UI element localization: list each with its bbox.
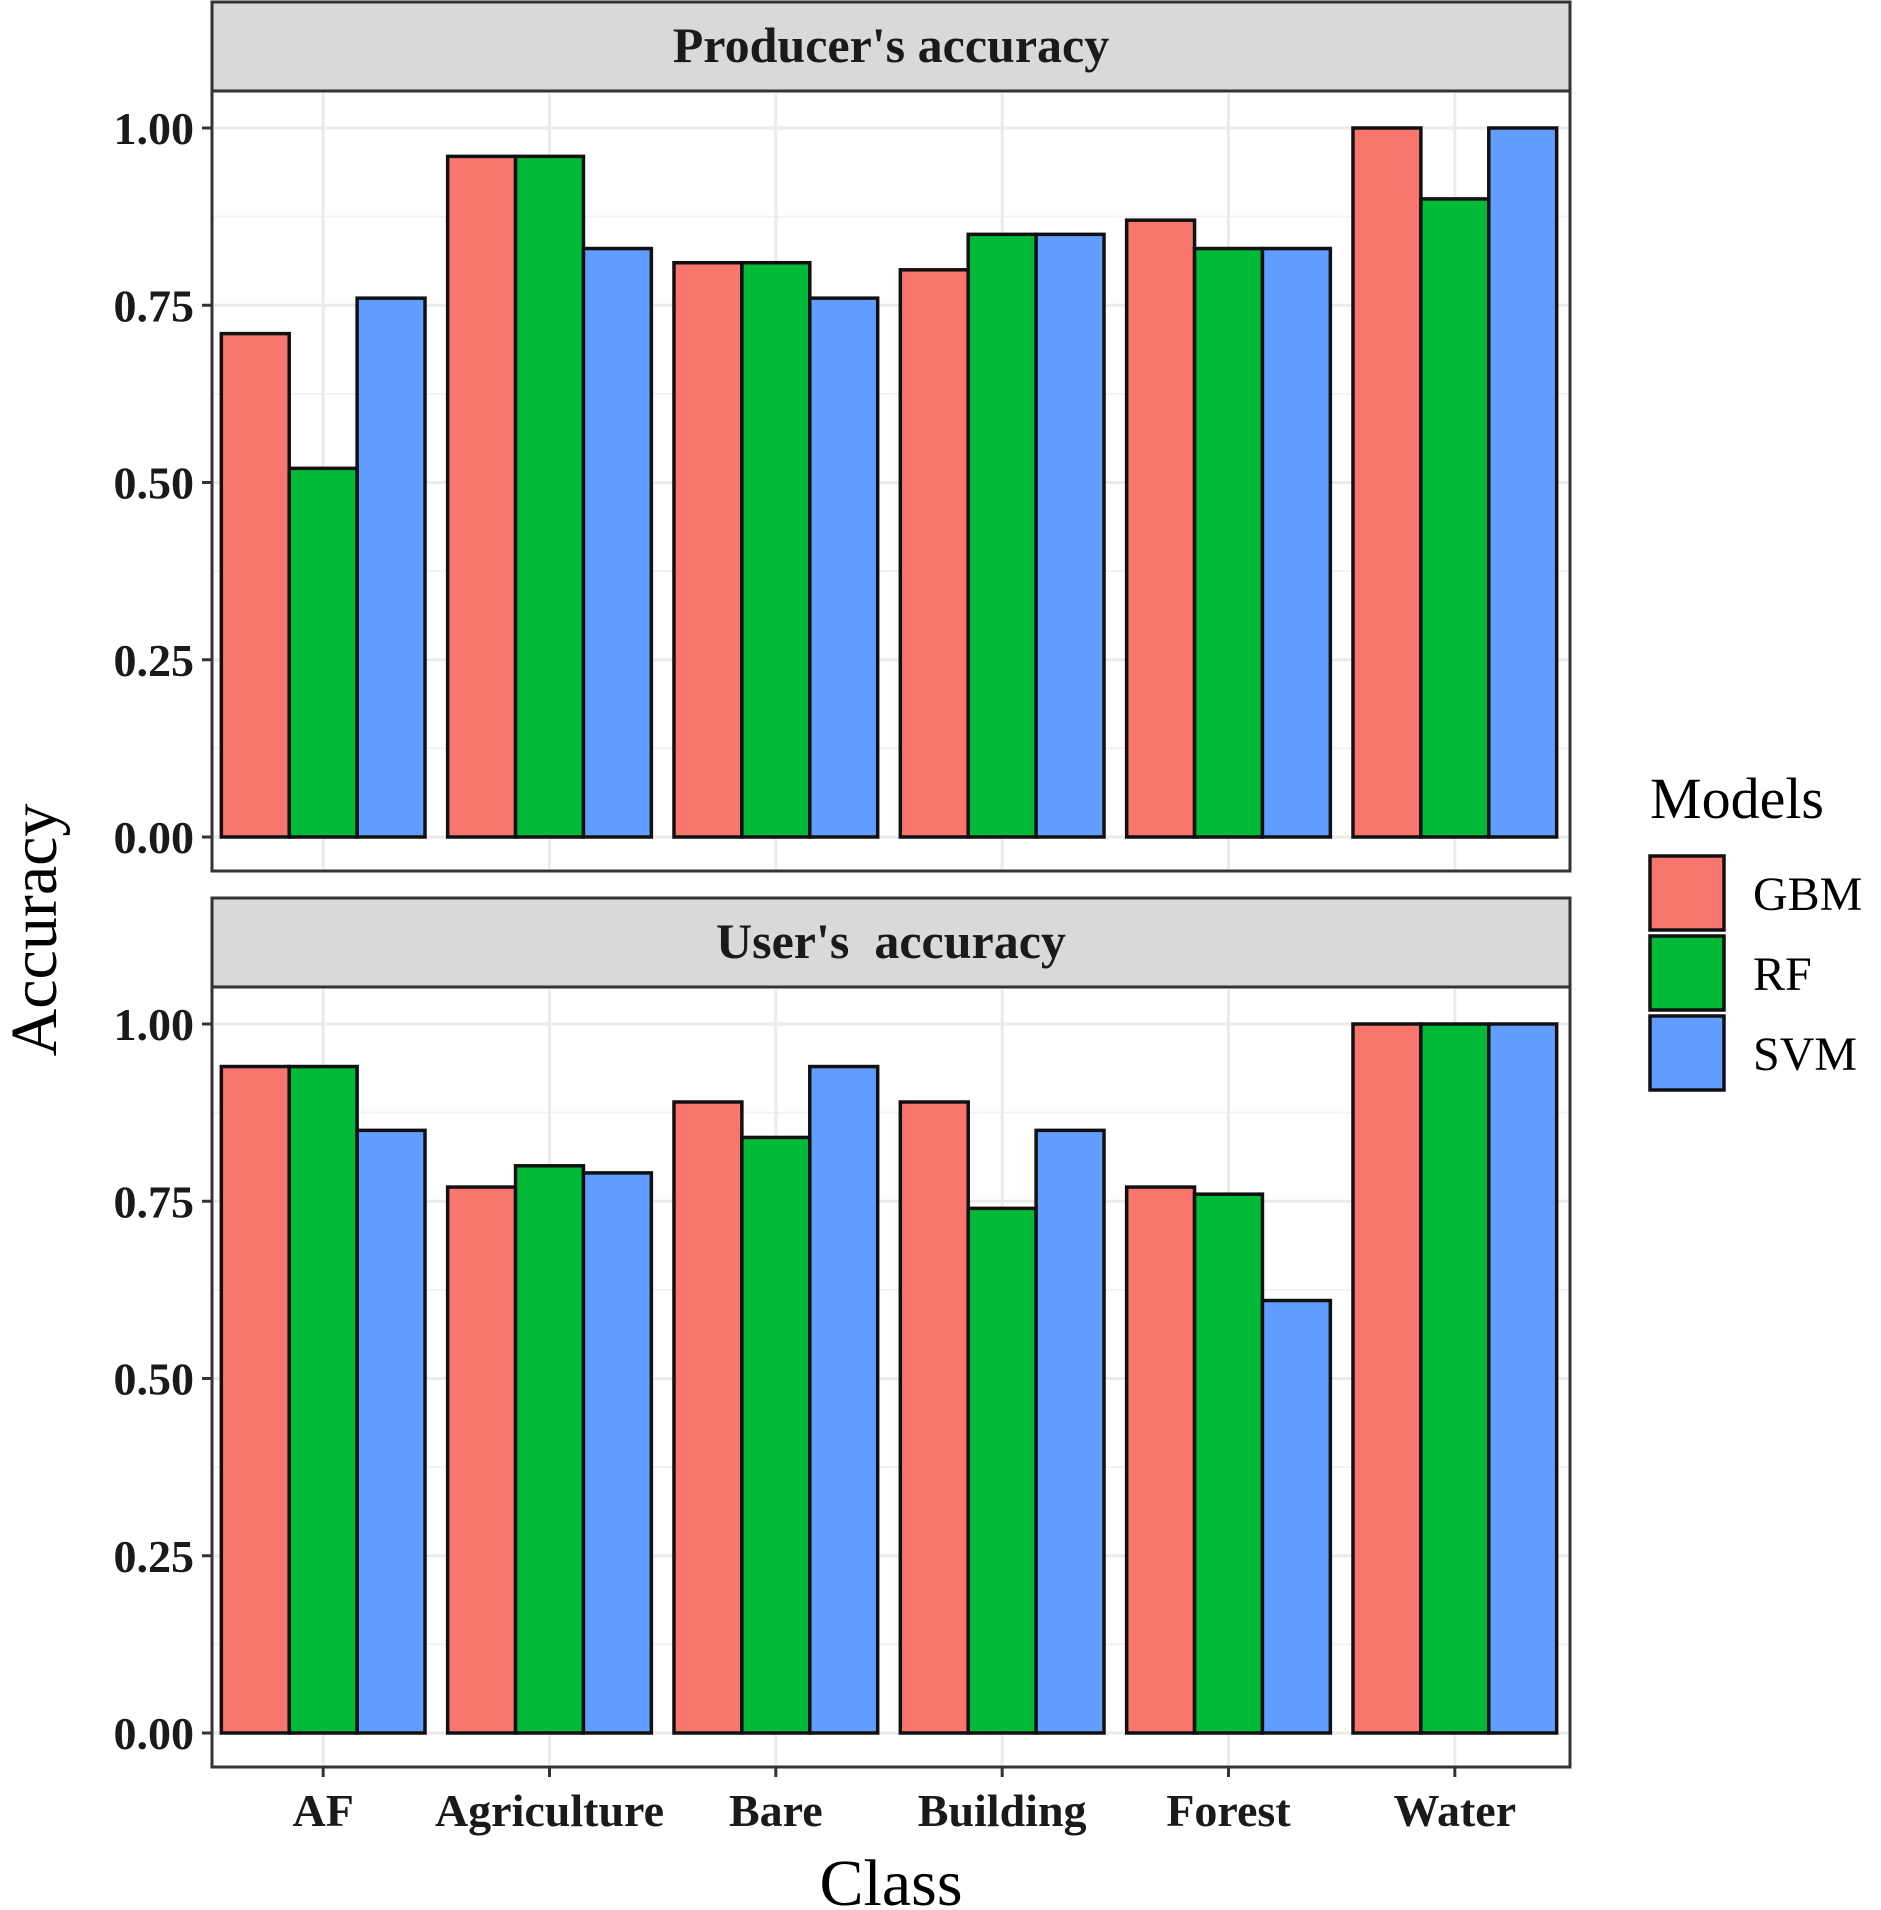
- panel-1-bars: [219, 126, 1559, 839]
- bar-gbm-af: [219, 1064, 291, 1735]
- legend-key-svm: [1648, 1014, 1726, 1092]
- bar-gbm-building: [898, 268, 970, 839]
- bar-svm-agriculture: [581, 1171, 654, 1735]
- legend-key-gbm: [1648, 854, 1726, 932]
- y-tick-label: 0.75: [114, 280, 195, 331]
- bar-svm-bare: [808, 296, 880, 839]
- bar-gbm-bare: [672, 1100, 744, 1735]
- bar-svm-forest: [1260, 1298, 1333, 1735]
- legend-label-rf: RF: [1753, 948, 1812, 1001]
- bar-svm-af: [355, 296, 427, 839]
- bar-rf-af: [287, 466, 359, 839]
- x-tick-label: Building: [918, 1785, 1087, 1836]
- panel-1-strip: [210, 0, 1572, 93]
- x-tick-label: AF: [293, 1785, 354, 1836]
- bar-rf-building: [966, 1206, 1038, 1735]
- bar-gbm-water: [1351, 1022, 1423, 1735]
- y-tick-label: 0.00: [114, 1708, 195, 1759]
- bar-svm-af: [355, 1128, 427, 1735]
- legend-label-gbm: GBM: [1753, 868, 1862, 921]
- panel-2-bars: [219, 1022, 1559, 1735]
- y-tick-label: 0.50: [114, 1354, 195, 1405]
- bar-svm-water: [1487, 126, 1559, 839]
- y-tick-label: 1.00: [114, 103, 195, 154]
- bar-svm-forest: [1260, 246, 1333, 839]
- panel-1-y-axis: 0.00 0.25 0.50 0.75 1.00: [114, 103, 212, 863]
- bar-gbm-water: [1351, 126, 1423, 839]
- x-tick-label: Water: [1394, 1785, 1517, 1836]
- panel-1-title: Producer's accuracy: [673, 17, 1109, 73]
- bar-gbm-forest: [1124, 218, 1197, 839]
- bar-rf-bare: [740, 1135, 812, 1735]
- bar-svm-bare: [808, 1064, 880, 1735]
- bar-gbm-building: [898, 1100, 970, 1735]
- legend-label-svm: SVM: [1753, 1028, 1857, 1081]
- y-tick-label: 0.25: [114, 1531, 195, 1582]
- panel-2-y-axis: 0.00 0.25 0.50 0.75 1.00: [114, 999, 212, 1759]
- bar-rf-forest: [1192, 1192, 1265, 1735]
- y-tick-label: 0.00: [114, 812, 195, 863]
- bar-rf-af: [287, 1064, 359, 1735]
- bar-gbm-agriculture: [445, 154, 518, 839]
- bar-gbm-agriculture: [445, 1185, 518, 1735]
- legend: Models GBM RF SVM: [1648, 766, 1862, 1092]
- legend-key-rf: [1648, 934, 1726, 1012]
- x-axis-title: Class: [819, 1847, 962, 1910]
- bar-svm-agriculture: [581, 246, 654, 839]
- bar-gbm-af: [219, 331, 291, 839]
- legend-title: Models: [1650, 766, 1824, 831]
- y-tick-label: 1.00: [114, 999, 195, 1050]
- panel-2-title: User's accuracy: [716, 913, 1066, 969]
- bar-rf-water: [1419, 1022, 1491, 1735]
- bar-rf-building: [966, 232, 1038, 839]
- x-tick-label: Forest: [1166, 1785, 1291, 1836]
- y-tick-label: 0.75: [114, 1176, 195, 1227]
- bar-svm-building: [1034, 232, 1106, 839]
- bar-rf-forest: [1192, 246, 1265, 839]
- bar-svm-building: [1034, 1128, 1106, 1735]
- y-tick-label: 0.50: [114, 458, 195, 509]
- bar-svm-water: [1487, 1022, 1559, 1735]
- y-axis-title: Accuracy: [0, 804, 71, 1057]
- bar-rf-bare: [740, 260, 812, 839]
- bar-gbm-bare: [672, 260, 744, 839]
- x-tick-label: Agriculture: [435, 1785, 664, 1836]
- bar-gbm-forest: [1124, 1185, 1197, 1735]
- y-tick-label: 0.25: [114, 635, 195, 686]
- x-axis: AF Agriculture Bare Building Forest Water: [293, 1767, 1517, 1836]
- bar-rf-agriculture: [513, 154, 586, 839]
- x-tick-label: Bare: [729, 1785, 823, 1836]
- bar-rf-water: [1419, 197, 1491, 839]
- bar-rf-agriculture: [513, 1164, 586, 1735]
